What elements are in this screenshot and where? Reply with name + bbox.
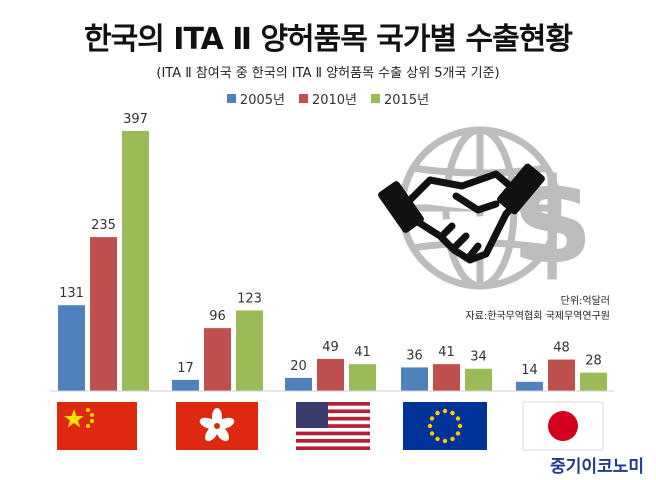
- bar-hong-kong-2010: [204, 328, 231, 391]
- bar-usa-2015: [349, 364, 376, 391]
- eu-star: [429, 416, 435, 421]
- legend-swatch-2010: [298, 94, 308, 103]
- value-label: 41: [354, 345, 371, 360]
- value-label: 20: [290, 359, 307, 374]
- eu-star: [435, 410, 440, 416]
- legend-label-2010: 2010년: [311, 93, 358, 108]
- bar-china-2015: [122, 131, 149, 391]
- value-label: 96: [209, 309, 226, 324]
- value-label: 28: [585, 354, 602, 369]
- eu-star: [429, 431, 435, 436]
- eu-star: [455, 416, 461, 421]
- flag-japan: [522, 401, 604, 451]
- flag-eu: [403, 402, 487, 450]
- legend-swatch-2005: [226, 94, 236, 103]
- eu-star: [427, 423, 433, 429]
- value-label: 34: [470, 350, 487, 365]
- bar-eu-2010: [433, 364, 460, 391]
- value-labels-layer: 131 235 397 17 96 123 20 49 41 36 41 34 14 48 28: [59, 112, 602, 378]
- bar-hong-kong-2015: [236, 310, 263, 391]
- brand-logo: 중기이코노미: [550, 457, 644, 477]
- source-note: 자료:한국무역협회 국제무역연구원: [465, 311, 610, 322]
- legend-item-2005: 2005년: [226, 89, 285, 108]
- legend: 2005년 2010년 2015년: [0, 89, 656, 108]
- eu-star: [442, 438, 448, 444]
- bar-japan-2010: [548, 359, 575, 391]
- handshake-icon: [378, 163, 545, 264]
- value-label: 48: [553, 341, 570, 356]
- legend-label-2015: 2015년: [384, 93, 430, 108]
- legend-label-2005: 2005년: [239, 93, 285, 108]
- value-label: 131: [59, 286, 84, 301]
- bars-layer: [58, 131, 607, 391]
- eu-star: [450, 410, 455, 416]
- chart-title: 한국의 ITA Ⅱ 양허품목 국가별 수출현황: [84, 22, 573, 57]
- value-label: 36: [406, 348, 423, 363]
- bar-hong-kong-2005: [172, 379, 199, 391]
- value-label: 41: [438, 345, 455, 360]
- value-label: 14: [521, 363, 538, 378]
- bar-usa-2005: [285, 377, 312, 391]
- bar-usa-2010: [317, 358, 344, 391]
- value-label: 49: [322, 340, 339, 355]
- flag-china: [57, 402, 137, 450]
- value-label: 235: [91, 218, 116, 233]
- legend-swatch-2015: [371, 94, 381, 103]
- eu-star: [442, 408, 448, 414]
- flag-hong-kong: [176, 402, 258, 450]
- bar-japan-2015: [580, 372, 607, 391]
- value-label: 17: [177, 361, 194, 376]
- bar-china-2005: [58, 305, 85, 391]
- eu-star: [455, 431, 461, 436]
- value-label: 397: [123, 112, 148, 127]
- value-label: 123: [237, 291, 262, 306]
- eu-star: [435, 436, 440, 442]
- eu-star: [457, 423, 463, 429]
- bar-japan-2005: [516, 381, 543, 391]
- bar-china-2010: [90, 237, 117, 391]
- chart-subtitle: (ITA Ⅱ 참여국 중 한국의 ITA Ⅱ 양허품목 수출 상위 5개국 기준…: [156, 66, 500, 81]
- bar-eu-2005: [401, 367, 428, 391]
- unit-note: 단위:억달러: [560, 296, 610, 307]
- legend-item-2010: 2010년: [298, 89, 358, 108]
- eu-star: [450, 436, 455, 442]
- legend-item-2015: 2015년: [371, 89, 429, 108]
- flag-usa: [296, 402, 370, 450]
- bar-eu-2015: [465, 368, 492, 391]
